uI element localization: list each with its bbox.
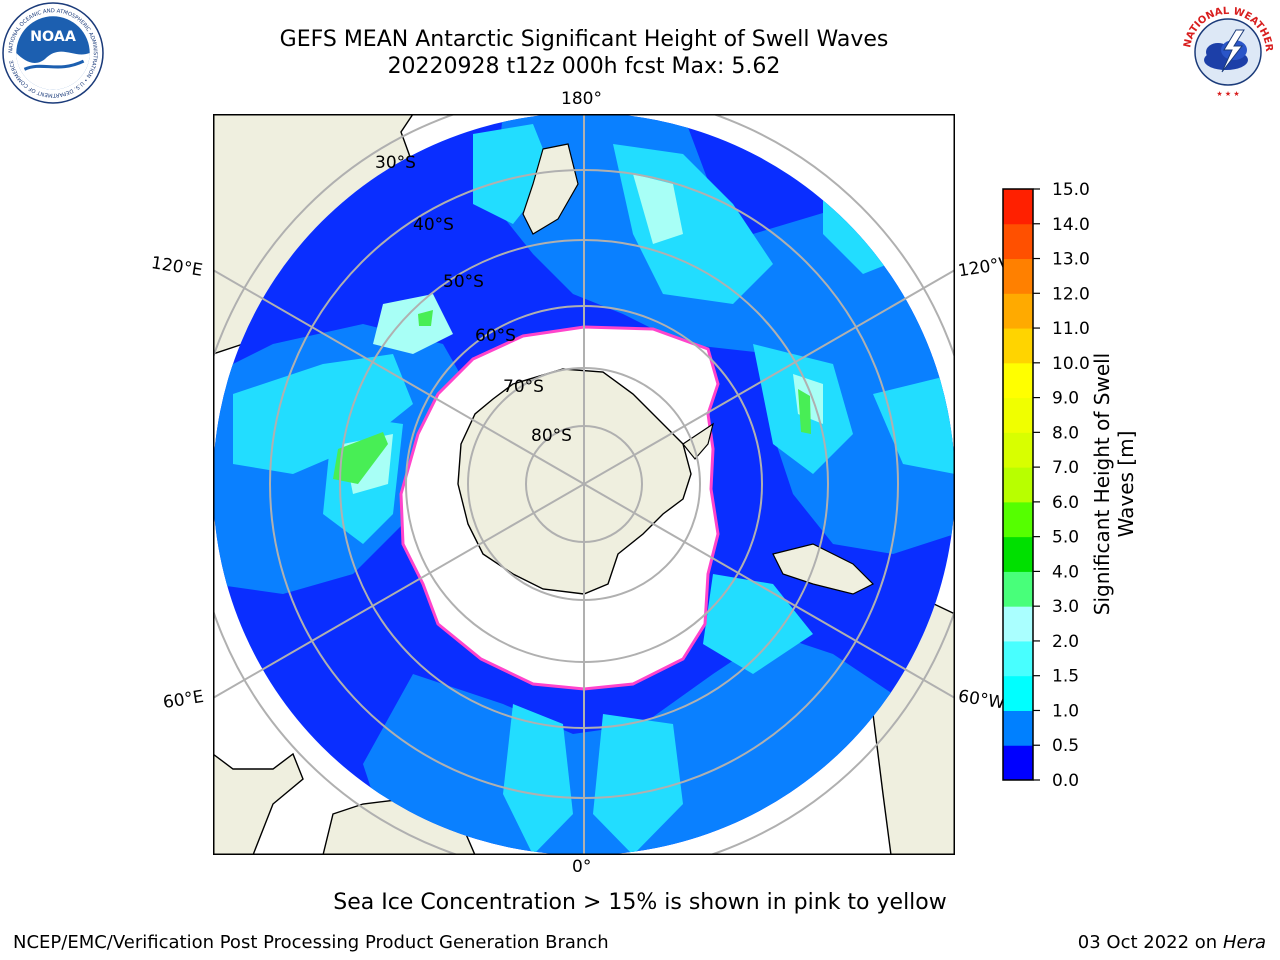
colorbar-swatch [1003,675,1033,711]
colorbar-tick-label: 8.0 [1052,423,1079,443]
ocean-swell-4-5m [333,310,811,484]
polar-map: 30°S 40°S 50°S 60°S 70°S 80°S [213,114,955,855]
colorbar-swatch [1003,710,1033,746]
svg-text:NOAA: NOAA [30,29,76,45]
colorbar-tick-label: 11.0 [1052,319,1090,339]
antarctica-land [457,368,692,595]
colorbar-tick-label: 1.0 [1052,701,1079,721]
footer-date: 03 Oct 2022 on Hera [1078,932,1266,953]
colorbar-swatch [1003,397,1033,433]
map-title: GEFS MEAN Antarctic Significant Height o… [279,27,889,52]
colorbar-swatch [1003,571,1033,607]
lon-label-180: 180° [561,89,602,109]
colorbar-tick-label: 1.5 [1052,667,1079,687]
colorbar: 0.0 0.5 1.0 1.5 2.0 3.0 4.0 5.0 6.0 7.0 8.0 9.0 10.0… [1002,180,1090,791]
footer-machine: Hera [1222,932,1266,953]
footer-date-text: 03 Oct 2022 on [1077,932,1223,953]
colorbar-tick-label: 4.0 [1052,562,1079,582]
noaa-logo-icon: NOAA NATIONAL OCEANIC AND ATMOSPHERIC AD… [2,2,104,104]
colorbar-tick-label: 9.0 [1052,389,1079,409]
colorbar-swatch [1003,223,1033,260]
colorbar-title-line1: Significant Height of Swell [1090,352,1114,616]
colorbar-tick-label: 13.0 [1052,250,1090,270]
colorbar-tick-label: 3.0 [1052,597,1079,617]
colorbar-tick-label: 0.5 [1052,736,1079,756]
lon-label-0: 0° [572,857,592,877]
colorbar-tick-label: 12.0 [1052,284,1090,304]
colorbar-tick-label: 10.0 [1052,354,1090,374]
lon-label-60e: 60°E [161,686,206,714]
footer-organization: NCEP/EMC/Verification Post Processing Pr… [13,932,609,953]
colorbar-swatch [1003,362,1033,399]
new-zealand-land [522,143,579,235]
lat-label-60s: 60°S [475,326,516,346]
colorbar-swatch [1003,467,1033,503]
colorbar-title-line2: Waves [m] [1114,430,1138,538]
colorbar-swatch [1003,536,1033,572]
colorbar-swatch [1003,432,1033,468]
colorbar-ticks: 0.0 0.5 1.0 1.5 2.0 3.0 4.0 5.0 6.0 7.0 8.0 9.0 10.0… [1033,180,1090,791]
national-weather-service-logo-icon: NATIONAL WEATHER SERVICE ★ ★ ★ [1178,2,1276,100]
map-subtitle: 20220928 t12z 000h fcst Max: 5.62 [387,54,781,79]
colorbar-tick-label: 7.0 [1052,458,1079,478]
colorbar-swatches [1003,189,1033,781]
svg-text:★ ★ ★: ★ ★ ★ [1216,90,1239,98]
graticule [213,114,955,855]
lat-label-80s: 80°S [531,426,572,446]
colorbar-swatch [1003,606,1033,642]
colorbar-swatch [1003,293,1033,329]
sea-ice-note: Sea Ice Concentration > 15% is shown in … [333,890,947,915]
colorbar-swatch [1003,328,1033,364]
colorbar-tick-label: 5.0 [1052,528,1079,548]
colorbar-tick-label: 6.0 [1052,493,1079,513]
lat-label-50s: 50°S [443,272,484,292]
colorbar-swatch [1003,745,1033,781]
colorbar-tick-label: 14.0 [1052,215,1090,235]
lat-label-40s: 40°S [413,215,454,235]
colorbar-tick-label: 0.0 [1052,771,1079,791]
lon-label-120e: 120°E [149,253,204,281]
lat-label-70s: 70°S [503,377,544,397]
colorbar-tick-label: 15.0 [1052,180,1090,200]
colorbar-swatch [1003,258,1033,294]
colorbar-swatch [1003,501,1033,538]
colorbar-swatch [1003,189,1033,225]
colorbar-tick-label: 2.0 [1052,632,1079,652]
colorbar-swatch [1003,640,1033,677]
lat-label-30s: 30°S [375,153,416,173]
